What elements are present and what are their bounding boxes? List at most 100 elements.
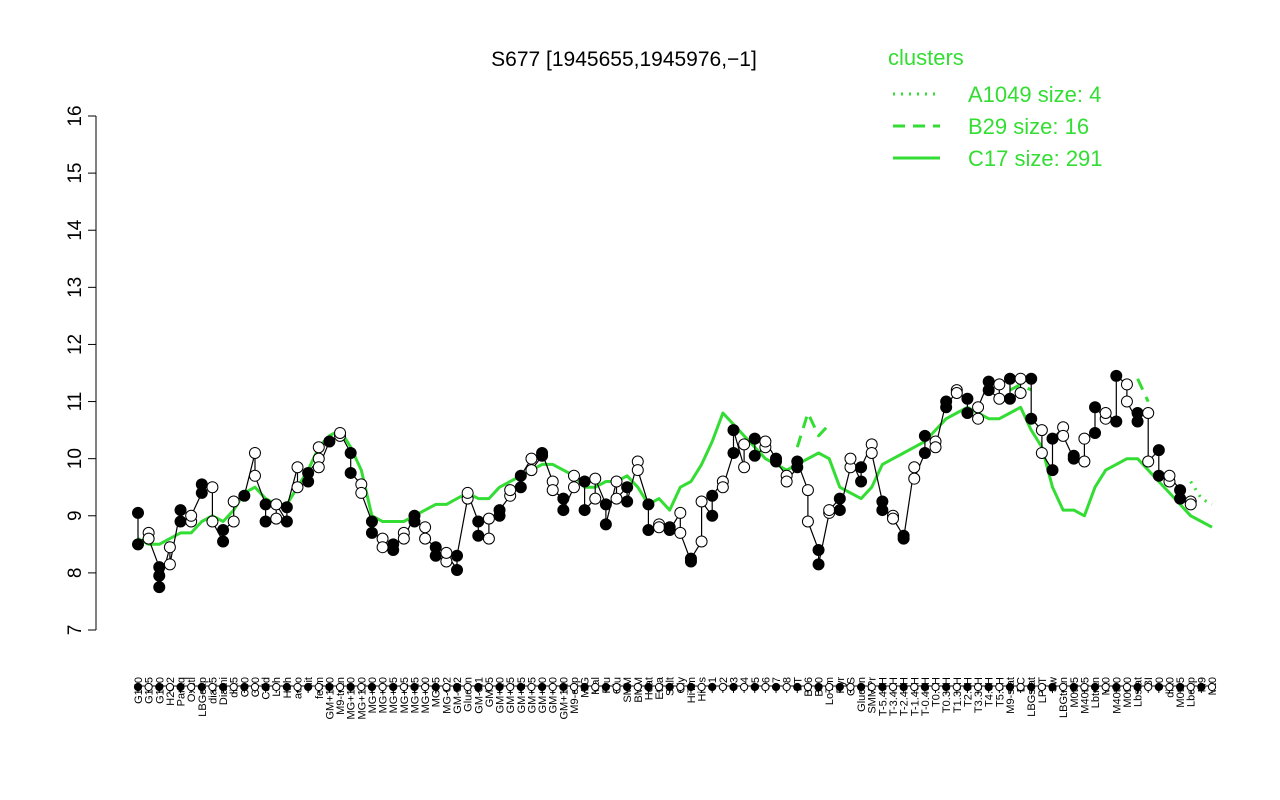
x-marker <box>506 682 515 692</box>
x-marker <box>495 682 504 692</box>
legend-entry-label: C17 size: 291 <box>968 146 1103 171</box>
data-point <box>163 541 176 554</box>
x-marker <box>676 682 685 692</box>
data-point <box>440 546 453 559</box>
x-marker <box>856 682 866 692</box>
data-point <box>472 515 485 528</box>
x-marker <box>1154 682 1163 692</box>
data-point <box>376 541 389 554</box>
data-point <box>716 481 729 494</box>
x-marker <box>750 682 759 692</box>
x-marker <box>835 682 844 692</box>
x-marker <box>814 682 823 692</box>
x-marker <box>516 682 525 692</box>
x-marker <box>144 682 153 692</box>
x-marker <box>1005 682 1015 692</box>
data-point <box>248 469 261 482</box>
x-marker <box>165 682 175 692</box>
data-point <box>876 504 889 517</box>
x-marker <box>314 682 323 692</box>
data-point <box>706 489 719 502</box>
x-marker <box>984 682 993 692</box>
data-point <box>1131 406 1144 419</box>
data-point <box>461 486 474 499</box>
data-point <box>163 558 176 571</box>
data-point <box>748 449 761 462</box>
data-point <box>1174 492 1187 505</box>
data-point <box>1142 406 1155 419</box>
data-point <box>514 469 527 482</box>
x-marker <box>920 682 929 692</box>
x-marker <box>952 682 961 692</box>
data-point <box>653 521 666 534</box>
data-point <box>1110 369 1123 382</box>
x-marker <box>740 682 749 692</box>
x-marker <box>1069 682 1078 692</box>
data-point <box>142 532 155 545</box>
data-point <box>1078 455 1091 468</box>
x-marker <box>697 682 706 692</box>
data-point <box>270 498 283 511</box>
data-point <box>238 489 251 502</box>
x-marker <box>378 682 387 692</box>
data-point <box>578 475 591 488</box>
x-marker <box>1016 682 1025 692</box>
data-point <box>695 495 708 508</box>
series-line-dashed <box>795 378 1150 448</box>
data-point <box>770 455 783 468</box>
data-points <box>132 369 1197 594</box>
x-marker <box>1090 682 1100 692</box>
data-point <box>1025 412 1038 425</box>
data-point <box>610 475 623 488</box>
x-marker <box>591 682 600 692</box>
data-point <box>929 441 942 454</box>
x-marker <box>825 682 834 692</box>
data-point <box>355 486 368 499</box>
x-marker <box>601 682 610 692</box>
data-point <box>153 581 166 594</box>
data-point <box>525 452 538 465</box>
data-point <box>185 509 198 522</box>
x-marker <box>1197 682 1206 692</box>
x-marker <box>1144 682 1153 692</box>
x-marker <box>1122 682 1132 692</box>
legend-entry-label: B29 size: 16 <box>968 114 1089 139</box>
data-point <box>812 558 825 571</box>
x-marker <box>803 682 813 692</box>
x-marker <box>346 682 355 692</box>
data-point <box>1014 372 1027 385</box>
x-marker <box>442 682 451 692</box>
x-marker <box>644 682 653 692</box>
data-point <box>365 526 378 539</box>
data-point <box>897 532 910 545</box>
data-point <box>780 475 793 488</box>
x-marker <box>325 682 334 692</box>
data-point <box>738 461 751 474</box>
data-point <box>1003 392 1016 405</box>
data-point <box>865 446 878 459</box>
data-point <box>748 432 761 445</box>
data-point <box>886 512 899 525</box>
x-marker <box>1080 682 1089 692</box>
x-marker <box>729 682 738 692</box>
data-point <box>259 515 272 528</box>
x-marker <box>623 682 632 692</box>
data-point <box>1089 426 1102 439</box>
x-marker <box>686 682 696 692</box>
data-point <box>217 535 230 548</box>
y-tick-label: 16 <box>65 105 86 126</box>
x-marker <box>133 682 143 692</box>
x-marker <box>389 682 398 692</box>
data-point <box>270 512 283 525</box>
data-point <box>557 492 570 505</box>
data-point <box>132 506 144 519</box>
x-marker <box>1207 682 1217 692</box>
x-marker <box>633 682 642 692</box>
x-marker <box>431 682 440 692</box>
x-marker <box>421 682 430 692</box>
x-marker <box>888 682 898 692</box>
data-point <box>1025 372 1038 385</box>
chart-title: S677 [1945655,1945976,−1] <box>491 48 757 71</box>
x-marker <box>357 682 366 692</box>
legend-entry-label: A1049 size: 4 <box>968 82 1101 107</box>
